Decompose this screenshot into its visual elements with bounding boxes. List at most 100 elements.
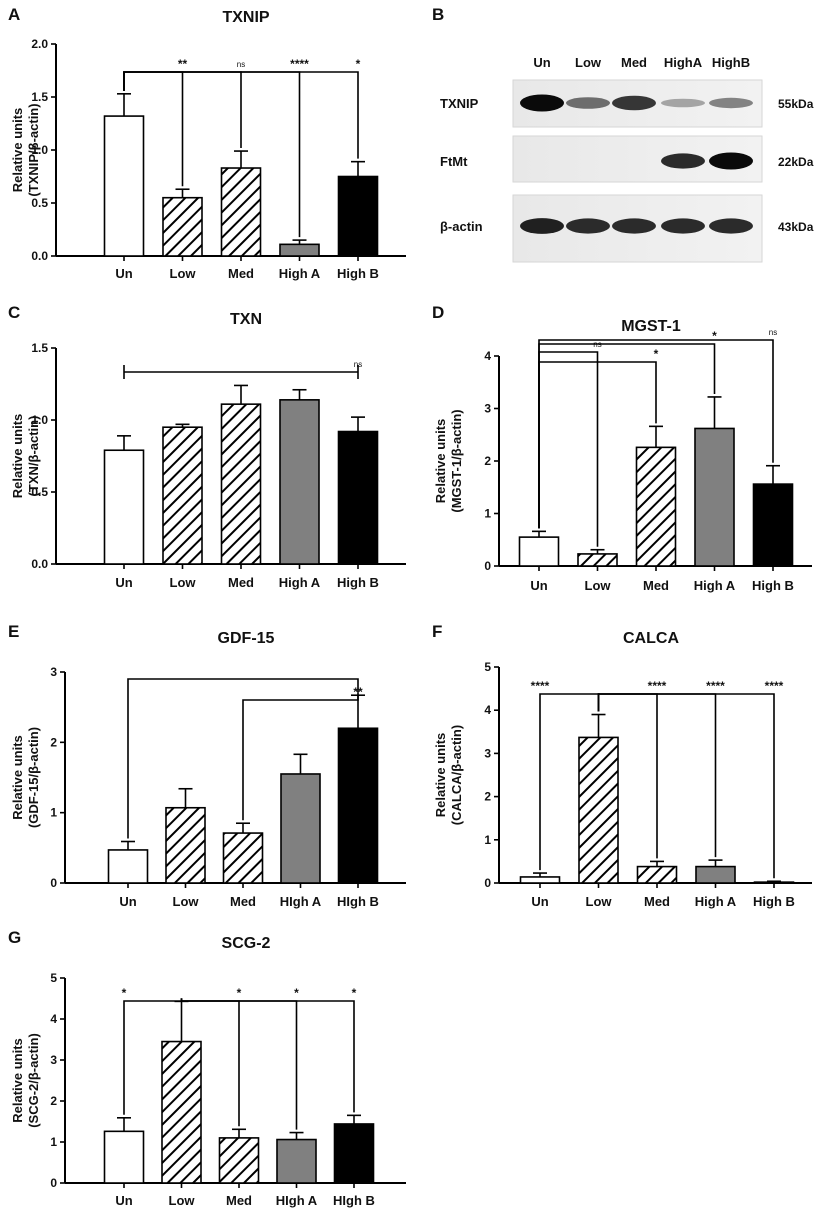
significance-label: * xyxy=(237,986,242,1000)
bar xyxy=(107,849,149,884)
significance-label: **** xyxy=(290,57,309,71)
x-tick-label: High A xyxy=(695,894,737,909)
x-tick-label: Low xyxy=(170,575,197,590)
significance-label: ** xyxy=(353,685,363,699)
significance-bracket xyxy=(597,693,775,879)
panel-letter: F xyxy=(432,622,442,641)
x-tick-label: High B xyxy=(337,575,379,590)
chart-panel-d: D MGST-1 Relative units (MGST-1/β-actin) 0 1 2… xyxy=(432,303,812,593)
significance-label: * xyxy=(122,986,127,1000)
panel-letter: E xyxy=(8,622,19,641)
x-tick-label: Med xyxy=(228,575,254,590)
y-tick-label: 1 xyxy=(484,833,491,847)
bar xyxy=(694,427,735,567)
y-tick-label: 2 xyxy=(484,790,491,804)
y-axis-label-line: Relative units xyxy=(433,419,448,504)
significance-label: **** xyxy=(706,679,725,693)
blot-band xyxy=(612,218,656,234)
x-tick-label: Med xyxy=(643,578,669,593)
y-axis-label-line: Relative units xyxy=(10,414,25,499)
blot-band xyxy=(709,97,753,109)
chart-title: TXN xyxy=(230,311,262,328)
y-tick-label: 0.5 xyxy=(31,485,48,499)
y-tick-label: 1 xyxy=(50,1135,57,1149)
y-axis-label: Relative units (MGST-1/β-actin) xyxy=(433,409,464,512)
y-tick-label: 2.0 xyxy=(31,37,48,51)
x-tick-label: HIgh A xyxy=(276,1193,318,1208)
x-tick-label: Low xyxy=(585,578,612,593)
bar xyxy=(752,483,794,567)
x-tick-label: Un xyxy=(115,266,132,281)
y-axis-label-line: Relative units xyxy=(10,735,25,820)
y-axis-label: Relative units (TXNIP/β-actin) xyxy=(10,103,41,196)
blot-band xyxy=(566,97,610,109)
x-tick-label: Low xyxy=(586,894,613,909)
blot-band xyxy=(520,94,564,112)
chart-title: TXNIP xyxy=(222,9,269,26)
y-tick-label: 0.0 xyxy=(31,249,48,263)
x-tick-label: High A xyxy=(694,578,736,593)
significance-bracket xyxy=(123,71,359,159)
blot-band xyxy=(661,153,705,169)
blot-size-label: 43kDa xyxy=(778,220,814,234)
bar xyxy=(220,167,262,257)
bar xyxy=(222,832,264,884)
significance-label: * xyxy=(352,986,357,1000)
bar xyxy=(161,1040,202,1184)
y-tick-label: 0 xyxy=(50,876,57,890)
blot-lane-label: HighA xyxy=(664,55,703,70)
x-tick-label: High B xyxy=(337,266,379,281)
blot-band xyxy=(709,218,753,234)
y-axis-label: Relative units (TXN/β-actin) xyxy=(10,414,41,499)
bar xyxy=(753,881,795,884)
y-axis-label-line: Relative units xyxy=(10,1038,25,1123)
y-axis-label-line: Relative units xyxy=(433,733,448,818)
bar xyxy=(337,175,379,257)
bar xyxy=(165,806,206,884)
bar xyxy=(280,773,321,884)
x-tick-label: Low xyxy=(173,894,200,909)
y-axis-label: Relative units (CALCA/β-actin) xyxy=(433,725,464,825)
blot-band xyxy=(661,218,705,234)
chart-panel-f: F CALCA Relative units (CALCA/β-actin) 0 1 2 3 4… xyxy=(432,622,812,909)
chart-title: SCG-2 xyxy=(222,935,271,952)
y-axis-label-line: (GDF-15/β-actin) xyxy=(26,727,41,828)
y-tick-label: 3 xyxy=(484,746,491,760)
significance-label: * xyxy=(654,347,659,361)
y-tick-label: 2 xyxy=(484,454,491,468)
western-blot-panel: B Un Low Med HighA HighB TXNIP 55kDa FtMt 22kDa β-… xyxy=(432,5,814,263)
blot-lane-label: Med xyxy=(621,55,647,70)
y-tick-label: 0 xyxy=(50,1176,57,1190)
y-tick-label: 4 xyxy=(50,1012,57,1026)
bar xyxy=(695,865,736,884)
y-axis-label-line: Relative units xyxy=(10,108,25,193)
bar xyxy=(636,865,678,884)
x-tick-label: Med xyxy=(226,1193,252,1208)
chart-panel-c: C TXN Relative units (TXN/β-actin) 0.0 0.5 1.0… xyxy=(8,303,406,590)
blot-protein-label: β-actin xyxy=(440,219,483,234)
bar xyxy=(518,536,560,567)
x-tick-label: Un xyxy=(119,894,136,909)
y-axis-label-line: (TXN/β-actin) xyxy=(26,416,41,497)
x-tick-label: Low xyxy=(169,1193,196,1208)
significance-bracket xyxy=(123,71,301,238)
significance-label: **** xyxy=(648,679,667,693)
bar xyxy=(279,243,320,257)
y-axis-label-line: (TXNIP/β-actin) xyxy=(26,103,41,196)
x-tick-label: HIgh B xyxy=(333,1193,375,1208)
blot-protein-label: FtMt xyxy=(440,154,468,169)
y-tick-label: 1.5 xyxy=(31,341,48,355)
x-tick-label: Un xyxy=(530,578,547,593)
chart-title: GDF-15 xyxy=(218,630,275,647)
y-tick-label: 0.0 xyxy=(31,557,48,571)
bar xyxy=(333,1123,375,1184)
significance-bracket xyxy=(538,343,716,529)
significance-bracket xyxy=(180,998,355,1113)
x-tick-label: High A xyxy=(279,575,321,590)
blot-lane-label: Low xyxy=(575,55,602,70)
significance-bracket xyxy=(538,351,599,547)
y-tick-label: 3 xyxy=(50,1053,57,1067)
bar xyxy=(276,1138,317,1184)
bar xyxy=(337,727,379,884)
